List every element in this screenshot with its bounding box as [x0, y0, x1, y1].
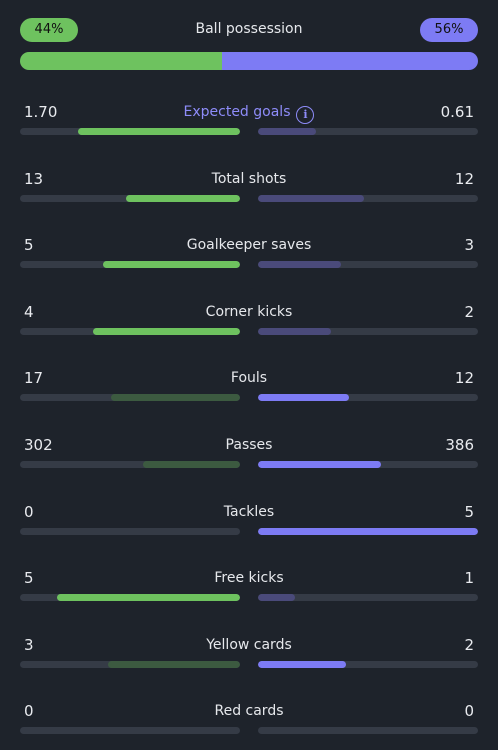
- home-bar-fill: [143, 461, 240, 468]
- away-value: 12: [454, 169, 474, 188]
- stat-label: Total shots: [20, 171, 478, 187]
- home-bar-track: [20, 727, 240, 735]
- stat-label-text: Fouls: [230, 370, 268, 387]
- stat-label-text: Corner kicks: [205, 303, 293, 320]
- home-bar-fill: [108, 660, 240, 668]
- stat-row: 13 Total shots 12: [20, 170, 478, 216]
- home-value: 13: [24, 169, 44, 188]
- stat-label: Passes: [20, 437, 478, 453]
- home-bar-fill: [111, 394, 240, 402]
- away-bar-fill: [258, 261, 341, 269]
- away-bar-track: [258, 261, 478, 269]
- stat-label-text: Tackles: [223, 503, 275, 520]
- away-bar-fill: [258, 194, 364, 202]
- stat-label-text: Total shots: [211, 170, 287, 187]
- away-bar-fill: [258, 394, 350, 402]
- away-bar-fill: [258, 327, 332, 335]
- away-bar-track: [258, 527, 478, 535]
- away-value: 386: [445, 436, 474, 454]
- home-value: 0: [24, 502, 34, 521]
- away-bar-fill: [258, 660, 346, 668]
- away-bar-track: [258, 660, 478, 668]
- away-bar-fill: [258, 461, 382, 468]
- away-bar-fill: [258, 527, 478, 535]
- stat-row: 0 Tackles 5: [20, 503, 478, 549]
- away-value: 2: [464, 635, 474, 654]
- home-value: 4: [24, 302, 34, 321]
- stat-row: 3 Yellow cards 2: [20, 636, 478, 682]
- stat-label: Goalkeeper saves: [20, 237, 478, 253]
- possession-title: Ball possession: [195, 21, 303, 37]
- away-possession-badge: 56%: [420, 18, 478, 42]
- home-value: 17: [24, 369, 44, 388]
- away-bar-track: [258, 128, 478, 135]
- away-value: 0: [464, 702, 474, 721]
- home-bar-fill: [56, 594, 240, 602]
- home-value: 1.70: [24, 103, 58, 121]
- away-bar-track: [258, 594, 478, 602]
- home-bar-fill: [125, 194, 240, 202]
- possession-bar: [20, 52, 478, 70]
- home-bar-fill: [102, 261, 240, 269]
- home-value: 0: [24, 702, 34, 721]
- home-bar-track: [20, 128, 240, 135]
- away-bar-track: [258, 727, 478, 735]
- stat-row: 5 Free kicks 1: [20, 569, 478, 615]
- home-bar-track: [20, 261, 240, 269]
- stat-label-text: Expected goals: [183, 104, 291, 120]
- home-value: 5: [24, 236, 34, 255]
- stat-label: Red cards: [20, 703, 478, 719]
- home-bar-track: [20, 327, 240, 335]
- home-bar-track: [20, 594, 240, 602]
- home-bar-track: [20, 527, 240, 535]
- away-bar-track: [258, 327, 478, 335]
- stat-row: 302 Passes 386: [20, 436, 478, 482]
- home-bar-track: [20, 394, 240, 402]
- away-value: 2: [464, 302, 474, 321]
- stat-label-text: Passes: [225, 437, 273, 453]
- away-bar-track: [258, 461, 478, 468]
- home-bar-track: [20, 660, 240, 668]
- possession-header: 44% Ball possession 56%: [20, 18, 478, 44]
- away-value: 5: [464, 502, 474, 521]
- away-value: 12: [454, 369, 474, 388]
- away-bar-track: [258, 194, 478, 202]
- away-value: 3: [464, 236, 474, 255]
- stat-label: Yellow cards: [20, 637, 478, 653]
- stat-label-text: Goalkeeper saves: [186, 237, 312, 254]
- home-possession-fill: [20, 52, 222, 70]
- stat-label: Tackles: [20, 504, 478, 520]
- away-possession-fill: [221, 52, 478, 70]
- stat-row: 5 Goalkeeper saves 3: [20, 236, 478, 282]
- away-bar-track: [258, 394, 478, 402]
- away-bar-fill: [258, 128, 317, 135]
- home-bar-fill: [78, 128, 240, 135]
- away-value: 1: [464, 569, 474, 588]
- stat-label: Free kicks: [20, 570, 478, 586]
- info-icon[interactable]: i: [296, 106, 315, 124]
- stat-label[interactable]: Expected goals i: [20, 104, 478, 124]
- stat-label-text: Yellow cards: [206, 636, 292, 653]
- stat-label: Corner kicks: [20, 304, 478, 320]
- stat-row: 4 Corner kicks 2: [20, 303, 478, 349]
- stat-label-text: Free kicks: [214, 570, 284, 587]
- home-value: 3: [24, 635, 34, 654]
- home-value: 5: [24, 569, 34, 588]
- home-bar-track: [20, 194, 240, 202]
- home-bar-track: [20, 461, 240, 468]
- stat-row: 17 Fouls 12: [20, 369, 478, 415]
- home-bar-fill: [93, 327, 240, 335]
- away-value: 0.61: [440, 103, 474, 121]
- home-possession-badge: 44%: [20, 18, 78, 42]
- stat-row: 1.70 Expected goals i 0.61: [20, 103, 478, 149]
- stat-row: 0 Red cards 0: [20, 702, 478, 748]
- stat-label: Fouls: [20, 370, 478, 386]
- home-value: 302: [24, 436, 53, 454]
- stat-label-text: Red cards: [214, 703, 284, 720]
- away-bar-fill: [258, 594, 295, 602]
